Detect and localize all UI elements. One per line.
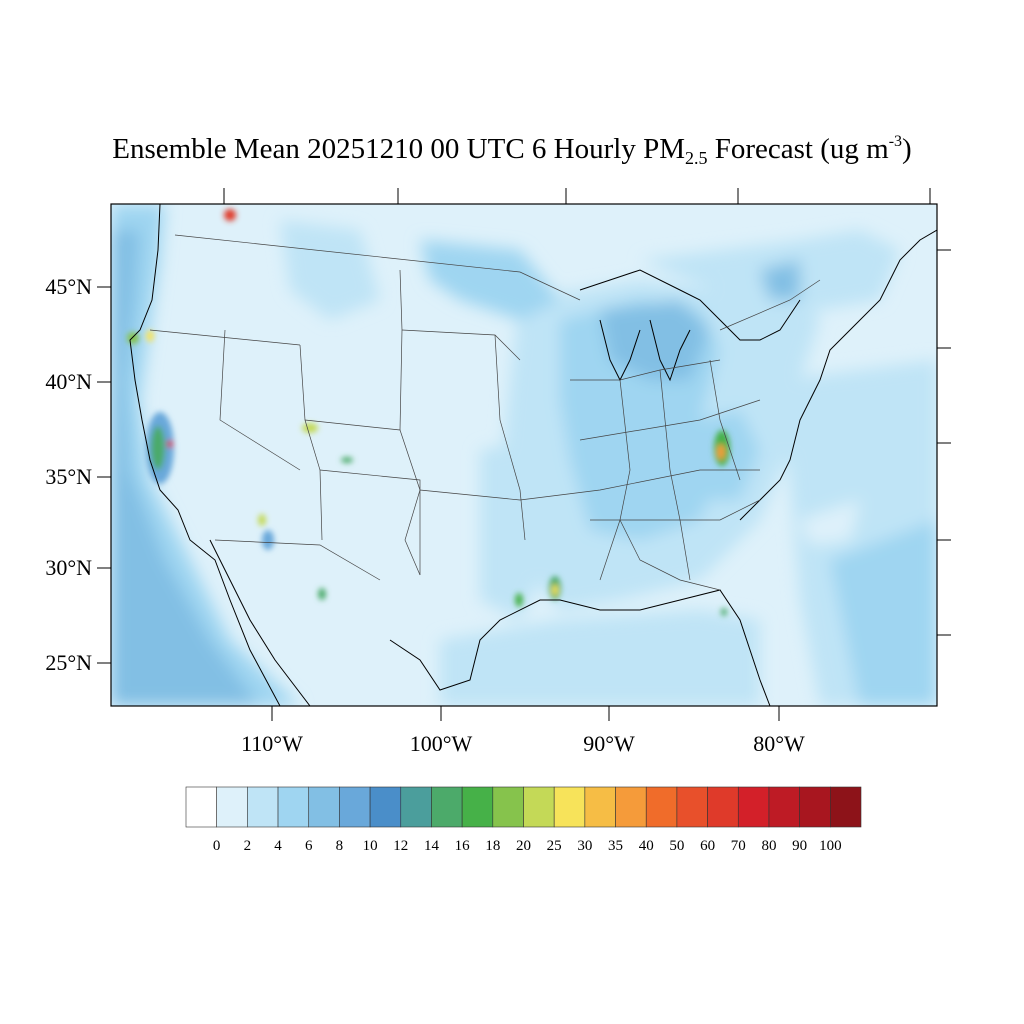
state-borders <box>149 234 821 591</box>
title-middle: Forecast (ug m <box>707 133 889 165</box>
colorbar-swatch <box>676 786 708 828</box>
colorbar-tick-label: 50 <box>669 838 685 854</box>
colorbar-swatch <box>553 786 586 828</box>
colorbar-tick-label: 0 <box>212 838 221 854</box>
colorbar-swatch <box>247 786 279 828</box>
map-title: Ensemble Mean 20251210 00 UTC 6 Hourly P… <box>0 133 1024 169</box>
lat-label-25: 25°N <box>45 650 92 675</box>
colorbar-swatch <box>799 786 831 828</box>
lon-label-90w: 90°W <box>583 731 635 756</box>
colorbar-tick-label: 30 <box>577 838 593 854</box>
colorbar-swatch <box>615 786 647 828</box>
colorbar-swatch <box>185 786 217 828</box>
colorbar-tick-label: 14 <box>423 838 439 854</box>
colorbar-swatch <box>768 786 800 828</box>
colorbar-swatch <box>216 786 248 828</box>
colorbar-tick-label: 10 <box>362 838 378 854</box>
colorbar-tick-label: 4 <box>274 838 282 854</box>
pm25-field <box>111 204 937 706</box>
colorbar-tick-label: 40 <box>638 838 654 854</box>
title-prefix: Ensemble Mean 20251210 00 UTC 6 Hourly P… <box>112 133 685 165</box>
title-suffix: ) <box>902 133 912 165</box>
axis-ticks <box>97 188 951 721</box>
colorbar-tick-label: 60 <box>700 838 716 854</box>
colorbar-swatch <box>308 786 340 828</box>
map-frame <box>110 203 938 707</box>
colorbar-tick-label: 20 <box>516 838 531 854</box>
colorbar-swatch <box>523 786 555 828</box>
colorbar-tick-label: 90 <box>792 838 808 854</box>
colorbar-tick-label: 70 <box>730 838 746 854</box>
colorbar-tick-label: 2 <box>243 838 252 854</box>
colorbar-tick-label: 25 <box>546 838 562 854</box>
colorbar-swatch <box>339 786 371 828</box>
title-subscript: 2.5 <box>685 148 708 168</box>
colorbar-swatch <box>461 786 494 828</box>
colorbar <box>185 786 862 828</box>
lon-label-110w: 110°W <box>241 731 303 756</box>
colorbar-tick-label: 100 <box>819 838 842 854</box>
concentration-shading <box>111 204 937 706</box>
colorbar-tick-label: 80 <box>761 838 777 854</box>
colorbar-swatch <box>707 786 739 828</box>
colorbar-swatch <box>431 786 463 828</box>
colorbar-swatch <box>584 786 616 828</box>
colorbar-tick-label: 12 <box>393 838 409 854</box>
coastlines <box>129 204 937 706</box>
colorbar-swatch <box>369 786 402 828</box>
colorbar-tick-label: 18 <box>485 838 501 854</box>
colorbar-tick-label: 16 <box>454 838 470 854</box>
lon-label-80w: 80°W <box>753 731 805 756</box>
colorbar-tick-label: 35 <box>608 838 624 854</box>
lat-label-45: 45°N <box>45 274 92 299</box>
colorbar-swatch <box>830 786 862 828</box>
lat-label-30: 30°N <box>45 555 92 580</box>
hotspot-layer <box>127 209 730 616</box>
lon-label-100w: 100°W <box>409 731 473 756</box>
colorbar-swatch <box>645 786 678 828</box>
lat-label-40: 40°N <box>45 369 92 394</box>
colorbar-swatch <box>737 786 770 828</box>
lat-label-35: 35°N <box>45 464 92 489</box>
colorbar-swatch <box>277 786 310 828</box>
colorbar-tick-label: 8 <box>335 838 344 854</box>
colorbar-tick-label: 6 <box>304 838 313 854</box>
colorbar-swatch <box>492 786 524 828</box>
title-superscript: -3 <box>888 133 903 150</box>
colorbar-swatch <box>400 786 432 828</box>
